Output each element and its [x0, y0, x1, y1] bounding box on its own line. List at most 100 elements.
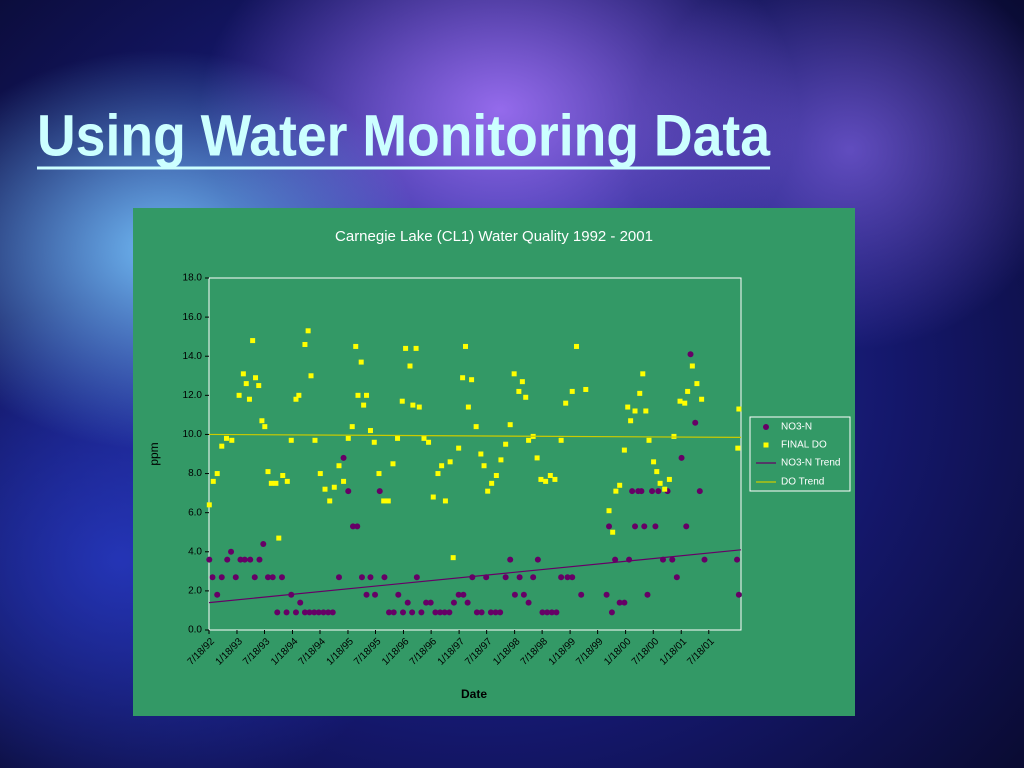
- do-point: [381, 498, 387, 504]
- legend-label: DO Trend: [781, 477, 824, 488]
- do-point: [621, 447, 627, 453]
- no3-point: [418, 609, 425, 616]
- y-axis-label: ppm: [147, 442, 161, 465]
- no3-point: [492, 609, 499, 616]
- no3-point: [269, 574, 276, 581]
- no3-point: [497, 609, 504, 616]
- no3-point: [335, 574, 342, 581]
- no3-point: [297, 599, 304, 606]
- no3-point: [400, 609, 407, 616]
- no3-point: [578, 591, 585, 598]
- no3-point: [478, 609, 485, 616]
- do-point: [317, 471, 323, 477]
- do-point: [284, 478, 290, 484]
- no3-point: [612, 556, 619, 563]
- do-point: [416, 404, 422, 410]
- no3-point: [464, 599, 471, 606]
- do-point: [606, 508, 612, 514]
- do-point: [358, 359, 364, 365]
- no3-point: [423, 599, 430, 606]
- do-point: [526, 437, 532, 443]
- do-point: [689, 363, 695, 369]
- do-point: [243, 381, 249, 387]
- no3-point: [395, 591, 402, 598]
- do-point: [293, 396, 299, 402]
- no3-point: [644, 591, 651, 598]
- no3-point: [260, 540, 267, 547]
- do-point: [640, 371, 646, 377]
- do-point: [421, 435, 427, 441]
- no3-point: [349, 523, 356, 530]
- do-point: [617, 482, 623, 488]
- do-point: [435, 471, 441, 477]
- no3-point: [558, 574, 565, 581]
- no3-point: [232, 574, 239, 581]
- no3-point: [687, 351, 694, 358]
- no3-point: [340, 454, 347, 461]
- do-point: [268, 480, 274, 486]
- no3-point: [553, 609, 560, 616]
- do-point: [478, 451, 484, 457]
- do-point: [305, 328, 311, 334]
- do-point: [442, 498, 448, 504]
- do-point: [628, 418, 634, 424]
- do-point: [485, 488, 491, 494]
- no3-point: [525, 599, 532, 606]
- do-point: [543, 478, 549, 484]
- no3-point: [696, 488, 703, 495]
- do-point: [288, 437, 294, 443]
- no3-point: [621, 599, 628, 606]
- no3-point: [354, 523, 361, 530]
- do-point: [583, 386, 589, 392]
- do-point: [413, 345, 419, 351]
- no3-point: [320, 609, 327, 616]
- do-point: [302, 341, 308, 347]
- no3-point: [539, 609, 546, 616]
- no3-point: [206, 556, 213, 563]
- no3-point: [511, 591, 518, 598]
- do-point: [643, 408, 649, 414]
- no3-point: [413, 574, 420, 581]
- no3-point: [548, 609, 555, 616]
- do-point: [498, 457, 504, 463]
- do-point: [503, 441, 509, 447]
- do-point: [214, 471, 220, 477]
- legend-label: NO3-N: [781, 422, 812, 433]
- do-point: [481, 463, 487, 469]
- legend-label: FINAL DO: [781, 440, 827, 451]
- do-point: [473, 424, 479, 430]
- do-point: [699, 396, 705, 402]
- do-point: [426, 439, 432, 445]
- no3-point: [516, 574, 523, 581]
- no3-point: [251, 574, 258, 581]
- no3-point: [616, 599, 623, 606]
- do-point: [685, 388, 691, 394]
- x-axis-label: Date: [461, 687, 487, 701]
- no3-point: [669, 556, 676, 563]
- no3-point: [683, 523, 690, 530]
- do-point: [331, 484, 337, 490]
- no3-point: [649, 488, 656, 495]
- do-point: [573, 343, 579, 349]
- do-point: [651, 459, 657, 465]
- do-point: [256, 383, 262, 389]
- no3-point: [655, 488, 662, 495]
- no3-point: [404, 599, 411, 606]
- no3-point: [460, 591, 467, 598]
- do-point: [677, 398, 683, 404]
- do-point: [657, 480, 663, 486]
- do-point: [371, 439, 377, 445]
- do-point: [367, 428, 373, 434]
- do-point: [654, 469, 660, 475]
- no3-point: [224, 556, 231, 563]
- do-point: [558, 437, 564, 443]
- no3-point: [390, 609, 397, 616]
- no3-point: [473, 609, 480, 616]
- do-point: [613, 488, 619, 494]
- do-point: [240, 371, 246, 377]
- do-point: [353, 343, 359, 349]
- do-point: [219, 443, 225, 449]
- do-point: [376, 471, 382, 477]
- no3-point: [247, 556, 254, 563]
- y-tick-label: 16.0: [183, 312, 203, 323]
